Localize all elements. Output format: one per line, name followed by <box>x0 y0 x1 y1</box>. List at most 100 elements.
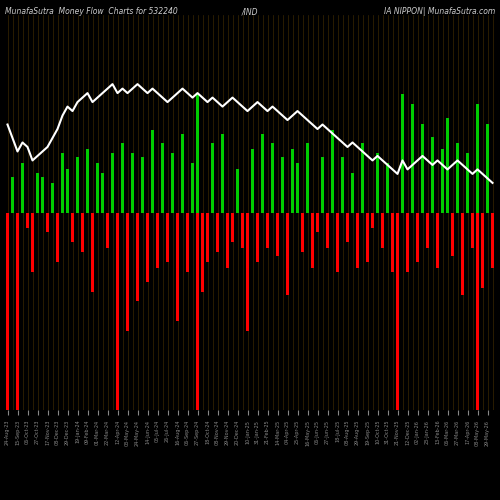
Bar <box>381 212 384 248</box>
Bar <box>446 118 449 212</box>
Bar <box>156 212 159 268</box>
Bar <box>356 212 359 268</box>
Bar <box>296 163 299 212</box>
Bar <box>26 212 29 228</box>
Bar <box>351 173 354 212</box>
Bar <box>336 212 339 272</box>
Bar <box>61 153 64 212</box>
Bar <box>101 173 104 212</box>
Bar <box>231 212 234 242</box>
Bar <box>206 212 209 262</box>
Bar <box>171 153 174 212</box>
Bar <box>406 212 409 272</box>
Bar <box>461 212 464 296</box>
Bar <box>51 183 54 212</box>
Bar <box>166 212 169 262</box>
Bar <box>306 144 309 212</box>
Bar <box>416 212 419 262</box>
Bar <box>216 212 219 252</box>
Bar <box>211 144 214 212</box>
Bar <box>16 212 19 410</box>
Bar <box>191 163 194 212</box>
Bar <box>161 144 164 212</box>
Bar <box>361 144 364 212</box>
Bar <box>16 212 19 410</box>
Bar <box>476 212 479 410</box>
Bar <box>241 212 244 248</box>
Bar <box>491 212 494 268</box>
Bar <box>256 212 259 262</box>
Bar <box>81 212 84 252</box>
Bar <box>401 94 404 212</box>
Bar <box>31 212 34 272</box>
Bar <box>396 212 399 400</box>
Bar <box>281 157 284 212</box>
Bar <box>396 212 399 410</box>
Bar <box>41 177 44 212</box>
Bar <box>286 212 289 296</box>
Bar <box>16 212 19 236</box>
Bar <box>436 212 439 268</box>
Bar <box>346 212 349 242</box>
Bar <box>456 144 459 212</box>
Bar <box>301 212 304 252</box>
Bar <box>6 212 9 400</box>
Bar <box>96 163 99 212</box>
Bar <box>421 124 424 212</box>
Bar <box>6 212 9 410</box>
Bar <box>266 212 269 248</box>
Bar <box>376 153 379 212</box>
Bar <box>236 169 239 212</box>
Bar <box>146 212 149 282</box>
Bar <box>201 212 204 292</box>
Bar <box>196 212 199 410</box>
Bar <box>121 144 124 212</box>
Bar <box>136 212 139 302</box>
Bar <box>91 212 94 292</box>
Bar <box>186 212 189 272</box>
Bar <box>476 104 479 212</box>
Bar <box>116 212 119 410</box>
Bar <box>451 212 454 256</box>
Bar <box>46 212 49 232</box>
Bar <box>106 212 109 248</box>
Bar <box>316 212 319 232</box>
Bar <box>271 144 274 212</box>
Bar <box>86 150 89 212</box>
Bar <box>11 177 14 212</box>
Bar <box>431 138 434 212</box>
Bar <box>111 153 114 212</box>
Bar <box>396 212 399 410</box>
Bar <box>411 104 414 212</box>
Bar <box>151 130 154 212</box>
Bar <box>391 212 394 272</box>
Bar <box>366 212 369 262</box>
Bar <box>76 157 79 212</box>
Bar <box>326 212 329 248</box>
Bar <box>181 134 184 212</box>
Bar <box>246 212 249 331</box>
Bar <box>321 157 324 212</box>
Bar <box>311 212 314 268</box>
Bar <box>476 212 479 410</box>
Bar <box>126 212 129 331</box>
Bar <box>116 212 119 410</box>
Bar <box>141 157 144 212</box>
Bar <box>481 212 484 288</box>
Bar <box>261 134 264 212</box>
Bar <box>341 157 344 212</box>
Bar <box>426 212 429 248</box>
Bar <box>371 212 374 228</box>
Bar <box>56 212 59 262</box>
Bar <box>386 163 389 212</box>
Bar <box>486 124 489 212</box>
Bar <box>226 212 229 268</box>
Bar <box>176 212 179 321</box>
Bar <box>66 169 69 212</box>
Bar <box>251 150 254 212</box>
Bar <box>196 94 199 212</box>
Bar <box>466 153 469 212</box>
Text: IA NIPPON| MunafaSutra.com: IA NIPPON| MunafaSutra.com <box>384 8 495 16</box>
Bar <box>196 212 199 410</box>
Text: MunafaSutra  Money Flow  Charts for 532240: MunafaSutra Money Flow Charts for 532240 <box>5 8 178 16</box>
